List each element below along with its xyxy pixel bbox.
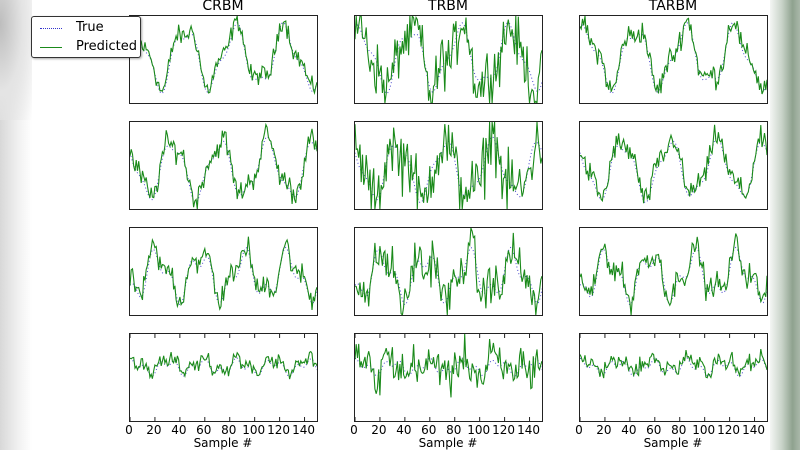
true-series-line [580,246,767,306]
plot-panel-trbm-row-4 [354,333,543,422]
x-tick-label: 0 [575,423,583,437]
plot-panel-crbm-row-2 [129,121,318,210]
plot-panel-trbm-row-3 [354,227,543,316]
plot-panel-trbm-row-1 [354,15,543,104]
line-plot [580,334,767,421]
plot-panel-crbm-row-1 [129,15,318,104]
plot-panel-trbm-row-2 [354,121,543,210]
figure: CRBM TRBM TARBM Sample # Sample # Sample… [31,0,768,450]
x-tick-label: 80 [671,423,687,437]
line-plot [130,16,317,95]
column-title-trbm: TRBM [428,0,468,14]
predicted-series-line [130,122,317,209]
plot-panel-crbm-row-4 [129,333,318,422]
plot-panel-tarbm-row-1 [579,15,768,104]
line-plot [355,16,542,103]
x-tick-label: 140 [292,423,315,437]
x-tick-label: 60 [646,423,662,437]
x-tick-label: 100 [467,423,491,437]
x-tick-label: 120 [267,423,291,437]
x-tick-label: 60 [421,423,437,437]
predicted-series-line [580,233,767,315]
x-tick-label: 140 [517,423,540,437]
true-series-line [130,246,317,306]
predicted-series-line [130,236,317,311]
predicted-series-line [580,16,767,95]
true-series-line [355,246,542,306]
legend: True Predicted [31,16,141,58]
line-plot [355,122,542,209]
x-tick-label: 80 [221,423,237,437]
x-tick-label: 0 [350,423,358,437]
legend-item-predicted: Predicted [32,38,140,56]
left-background-shade-top [0,0,32,120]
plot-panel-crbm-row-3 [129,227,318,316]
x-tick-label: 120 [717,423,741,437]
line-plot [580,124,767,204]
x-tick-label: 80 [446,423,462,437]
plot-panel-tarbm-row-4 [579,333,768,422]
x-tick-label: 100 [692,423,716,437]
line-plot [130,334,317,421]
predicted-series-line [355,228,542,315]
line-plot [580,16,767,95]
x-tick-label: 20 [596,423,612,437]
solid-line-icon [40,47,62,48]
legend-item-true: True [32,19,140,37]
column-title-tarbm: TARBM [648,0,698,14]
predicted-series-line [130,350,317,380]
x-tick-label: 40 [621,423,637,437]
x-tick-label: 140 [742,423,765,437]
true-series-line [580,136,767,204]
predicted-series-line [580,349,767,379]
legend-label-true: True [76,20,104,35]
true-series-line [355,136,542,204]
x-tick-label: 120 [492,423,516,437]
x-tick-label: 0 [125,423,133,437]
predicted-series-line [580,124,767,204]
dotted-line-icon [40,28,62,29]
plot-panel-tarbm-row-3 [579,227,768,316]
x-axis-label-tarbm: Sample # [643,436,703,450]
line-plot [355,334,542,421]
predicted-series-line [355,334,542,398]
true-series-line [355,21,542,94]
predicted-series-line [355,16,542,103]
x-tick-label: 20 [146,423,162,437]
line-plot [580,233,767,315]
predicted-series-line [355,122,542,209]
x-tick-label: 60 [196,423,212,437]
x-axis-label-crbm: Sample # [193,436,253,450]
x-axis-label-trbm: Sample # [418,436,478,450]
x-tick-label: 40 [396,423,412,437]
predicted-series-line [130,16,317,95]
line-plot [130,122,317,209]
plot-panel-tarbm-row-2 [579,121,768,210]
x-tick-label: 40 [171,423,187,437]
line-plot [130,236,317,311]
x-tick-label: 20 [371,423,387,437]
column-title-crbm: CRBM [202,0,244,14]
true-series-line [130,136,317,204]
legend-label-predicted: Predicted [76,39,138,54]
line-plot [355,228,542,315]
x-tick-label: 100 [242,423,266,437]
right-background-shade [770,0,800,450]
